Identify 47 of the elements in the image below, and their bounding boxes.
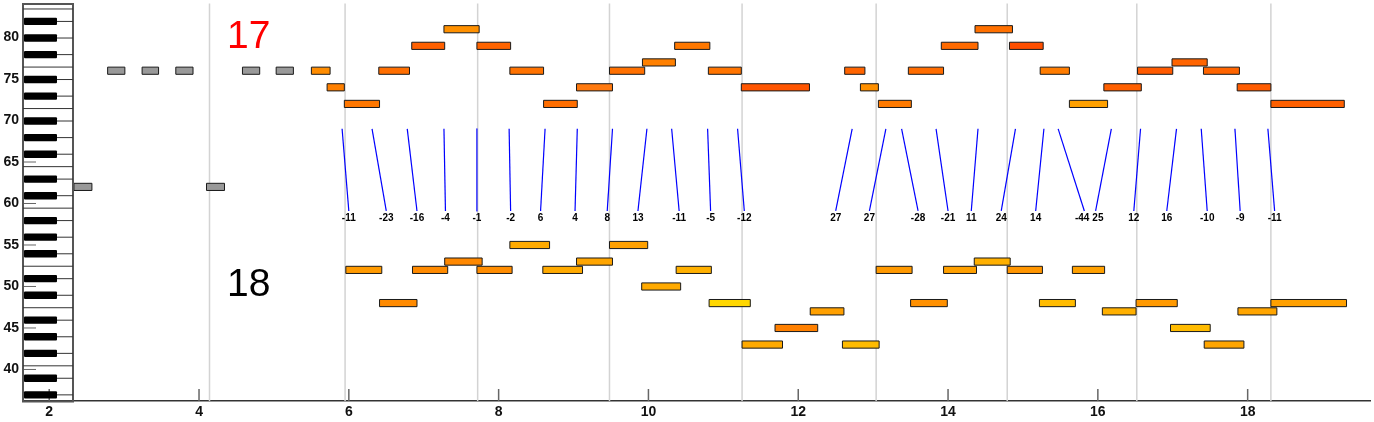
- annotation: -11: [341, 211, 357, 223]
- x-tick-label: 8: [494, 403, 503, 420]
- x-tick-label: 6: [344, 403, 353, 420]
- annotation: -4: [441, 211, 451, 223]
- x-tick-label: 18: [1239, 403, 1256, 420]
- annotation: -12: [737, 211, 752, 223]
- annotation: -23: [379, 211, 394, 223]
- annotation: 27: [863, 211, 876, 223]
- x-tick-label: 10: [640, 403, 657, 420]
- annotation: 12: [1128, 211, 1140, 223]
- y-tick-label: 40: [3, 360, 20, 377]
- y-tick-label: 55: [3, 235, 20, 252]
- annotation: -28: [910, 211, 926, 223]
- x-tick-label: 14: [940, 403, 957, 420]
- annotation: -1: [472, 211, 482, 223]
- y-tick-label: 70: [3, 111, 20, 128]
- annotation: 16: [1161, 211, 1173, 223]
- y-tick-label: 50: [3, 277, 20, 294]
- annotation: 24: [995, 211, 1008, 223]
- annotation: -11: [672, 211, 687, 223]
- y-tick-label: 60: [3, 194, 20, 211]
- y-tick-label: 80: [3, 28, 20, 45]
- annotation: -5: [706, 211, 716, 223]
- annotation: 13: [632, 211, 644, 223]
- y-tick-label: 75: [3, 69, 20, 86]
- x-tick-label: 2: [45, 403, 54, 420]
- annotation: 25: [1092, 211, 1104, 223]
- annotation: 14: [1030, 211, 1042, 223]
- y-tick-label: 65: [3, 152, 20, 169]
- annotation: -44: [1074, 211, 1090, 223]
- annotation: -10: [1199, 211, 1215, 223]
- annotation: 8: [604, 211, 611, 223]
- x-tick-label: 12: [790, 403, 807, 420]
- annotation: -11: [1267, 211, 1283, 223]
- annotation: 17: [227, 13, 271, 57]
- x-tick-label: 4: [195, 403, 204, 420]
- annotation: -16: [409, 211, 425, 223]
- annotation: 27: [830, 211, 842, 223]
- x-tick-label: 16: [1090, 403, 1106, 420]
- y-tick-label: 45: [3, 318, 20, 335]
- annotation: 18: [227, 261, 271, 305]
- annotation: -21: [940, 211, 956, 223]
- annotation: 11: [965, 211, 977, 223]
- annotation: 4: [572, 211, 579, 223]
- annotation: -2: [506, 211, 516, 223]
- annotation: -9: [1235, 211, 1246, 223]
- annotation: 6: [537, 211, 544, 223]
